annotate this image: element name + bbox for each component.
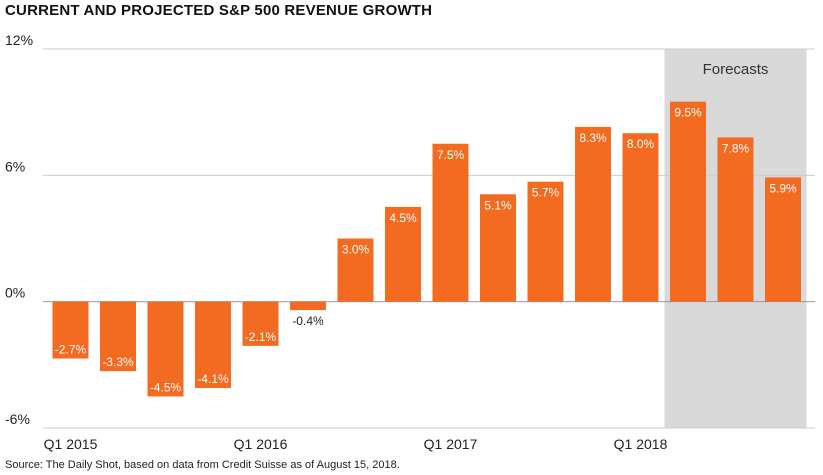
y-tick-label: 0% <box>5 285 25 301</box>
y-tick-label: 12% <box>5 32 33 48</box>
x-tick-label: Q1 2018 <box>614 436 668 452</box>
bar <box>670 101 706 302</box>
bar <box>527 181 564 302</box>
x-tick-label: Q1 2017 <box>424 436 478 452</box>
bar <box>385 206 421 302</box>
x-tick-label: Q1 2016 <box>234 436 288 452</box>
bar <box>290 301 326 311</box>
bar <box>432 143 469 302</box>
bar-value-label: -2.1% <box>245 330 277 344</box>
bar-value-label: 3.0% <box>342 243 370 257</box>
y-tick-label: -6% <box>5 411 30 427</box>
bar-value-label: -3.3% <box>102 355 134 369</box>
bar-value-label: -4.1% <box>197 372 229 386</box>
bar-value-label: 7.8% <box>722 141 750 155</box>
bar-value-label: 5.7% <box>532 186 560 200</box>
bar <box>717 137 754 302</box>
bar <box>765 177 801 302</box>
bar-value-labels: -2.7% -3.3% -4.5% -4.1% -2.1% -0.4% 3.0% 4.5% 7.… <box>55 106 797 395</box>
bar-value-label: -4.5% <box>150 380 182 394</box>
x-tick-label: Q1 2015 <box>44 436 98 452</box>
bar-value-label: -0.4% <box>292 314 324 328</box>
bar <box>242 301 279 346</box>
bar <box>337 238 374 302</box>
bar-value-label: 7.5% <box>437 148 465 162</box>
y-tick-label: 6% <box>5 158 25 174</box>
forecast-label: Forecasts <box>703 61 769 78</box>
y-axis-ticks: 12% 6% 0% -6% <box>5 32 33 427</box>
bar-value-label: 8.0% <box>627 137 655 151</box>
bar-value-label: 8.3% <box>579 131 607 145</box>
bars <box>52 101 801 397</box>
bar <box>622 133 659 302</box>
bar-value-label: 5.9% <box>769 181 797 195</box>
bar <box>480 194 516 302</box>
chart-title: CURRENT AND PROJECTED S&P 500 REVENUE GR… <box>5 2 433 19</box>
bar <box>195 301 231 388</box>
bar-value-label: 9.5% <box>674 106 702 120</box>
bar-value-label: 4.5% <box>389 211 417 225</box>
source-note: Source: The Daily Shot, based on data fr… <box>5 459 400 471</box>
bar <box>147 301 184 397</box>
bar-value-label: 5.1% <box>484 198 512 212</box>
bar <box>100 301 136 372</box>
bar-value-label: -2.7% <box>55 343 87 357</box>
bar <box>575 126 611 302</box>
bar <box>52 301 89 359</box>
x-axis-ticks: Q1 2015 Q1 2016 Q1 2017 Q1 2018 <box>44 436 668 452</box>
